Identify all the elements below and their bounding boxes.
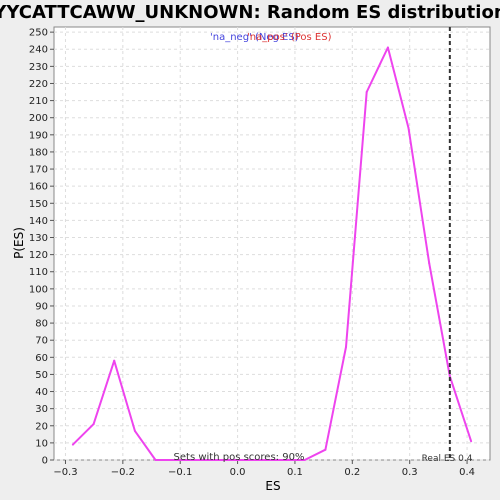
data-point <box>448 375 451 378</box>
grid-lines <box>54 27 490 461</box>
x-axis-label: ES <box>265 479 280 493</box>
y-tick-label: 200 <box>29 113 48 124</box>
y-tick-label: 190 <box>29 130 48 141</box>
data-point <box>237 459 240 461</box>
y-tick-label: 210 <box>29 96 48 107</box>
pos-scores-annotation: Sets with pos scores: 90% <box>174 452 305 463</box>
y-tick-label: 20 <box>35 421 48 432</box>
y-tick-label: 0 <box>42 456 48 467</box>
data-point <box>175 459 178 461</box>
y-tick-label: 90 <box>35 301 48 312</box>
y-tick-label: 70 <box>35 336 48 347</box>
y-tick-label: 50 <box>35 370 48 381</box>
y-tick-label: 220 <box>29 79 48 90</box>
x-tick-label: 0.2 <box>344 467 360 478</box>
x-tick-label: 0.3 <box>402 467 418 478</box>
data-point <box>92 423 95 426</box>
y-tick-label: 110 <box>29 267 48 278</box>
data-point <box>133 429 136 432</box>
data-point <box>324 448 327 451</box>
x-axis: −0.3 −0.2 −0.1 0.0 0.1 0.2 0.3 0.4 <box>53 460 475 478</box>
y-tick-label: 230 <box>29 62 48 73</box>
data-point <box>386 46 389 49</box>
y-tick-label: 130 <box>29 233 48 244</box>
y-tick-label: 60 <box>35 353 48 364</box>
x-tick-label: 0.4 <box>459 467 475 478</box>
data-point <box>303 459 306 461</box>
legend-pos: 'na_pos' (Pos ES) <box>247 32 332 43</box>
data-point <box>195 459 198 461</box>
x-tick-label: 0.1 <box>287 467 303 478</box>
data-point <box>257 459 260 461</box>
data-point <box>278 459 281 461</box>
y-tick-label: 140 <box>29 216 48 227</box>
y-tick-label: 80 <box>35 319 48 330</box>
x-tick-label: −0.3 <box>53 467 77 478</box>
chart-title: YYCATTCAWW_UNKNOWN: Random ES distributi… <box>0 2 500 23</box>
y-tick-label: 100 <box>29 284 48 295</box>
y-tick-label: 240 <box>29 45 48 56</box>
data-point <box>154 459 157 461</box>
data-point <box>470 440 473 443</box>
y-tick-label: 10 <box>35 438 48 449</box>
y-axis-label: P(ES) <box>12 227 26 259</box>
y-tick-label: 40 <box>35 387 48 398</box>
series-group <box>71 46 473 461</box>
plot-area <box>53 26 491 461</box>
y-tick-label: 180 <box>29 147 48 158</box>
y-tick-label: 170 <box>29 165 48 176</box>
data-point <box>407 127 410 129</box>
data-point <box>113 359 116 362</box>
x-tick-label: 0.0 <box>230 467 246 478</box>
x-tick-label: −0.2 <box>111 467 135 478</box>
data-point <box>216 459 219 461</box>
y-tick-label: 250 <box>29 28 48 39</box>
data-point <box>428 262 431 265</box>
y-axis: 0 10 20 30 40 50 60 70 80 90 100 110 120 130 140 150 160… <box>29 28 54 467</box>
series-line <box>72 46 473 461</box>
legend-neg: 'na_neg' (Neg ES) <box>210 32 299 43</box>
data-point <box>345 346 347 348</box>
real-es-label: Real ES 0.4 <box>422 454 473 464</box>
x-tick-label: −0.1 <box>168 467 192 478</box>
y-tick-label: 30 <box>35 404 48 415</box>
y-tick-label: 160 <box>29 182 48 193</box>
y-tick-label: 150 <box>29 199 48 210</box>
y-tick-label: 120 <box>29 250 48 261</box>
data-point <box>365 91 368 93</box>
data-point <box>71 443 74 446</box>
